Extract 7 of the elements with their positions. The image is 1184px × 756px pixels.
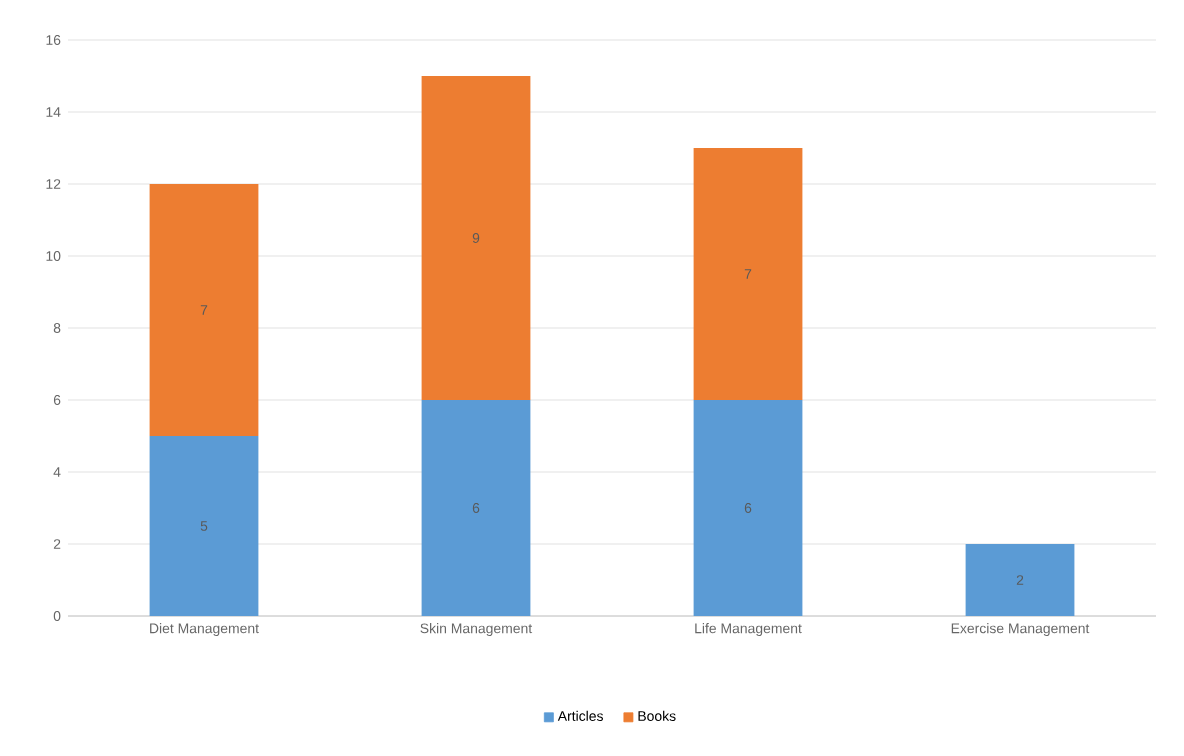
bar — [149, 436, 259, 616]
bar — [421, 75, 531, 400]
bar — [965, 544, 1075, 616]
bar — [421, 400, 531, 616]
bar — [693, 147, 803, 400]
bar — [693, 400, 803, 616]
bar — [149, 183, 259, 436]
